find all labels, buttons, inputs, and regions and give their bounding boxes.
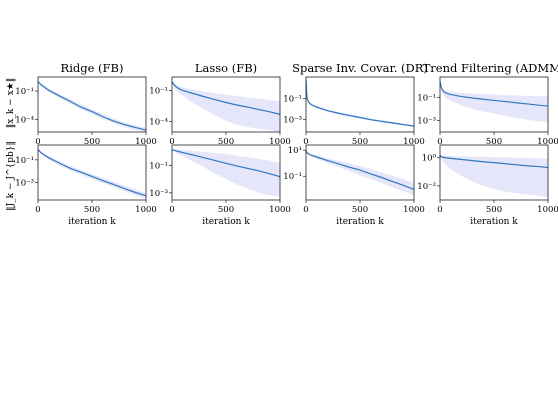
x-tick-label: 500 [352, 137, 368, 147]
series-band-ridge-iterate [38, 80, 146, 132]
panel-lasso-iterate: 0 500 1000 10⁻¹ 10⁻⁴ Lasso (FB) [149, 61, 291, 147]
y-tick-label: 10⁻³ [149, 189, 168, 199]
x-tick-label: 500 [486, 137, 502, 147]
panel-lasso-jacobian: 0 500 1000 10⁻¹ 10⁻³ iteration k [149, 144, 291, 227]
y-tick-label: 10⁻¹ [283, 94, 302, 104]
series-line-covar-iterate [305, 80, 415, 127]
x-tick-label: 0 [437, 205, 442, 215]
panel-ridge-jacobian: 0 500 1000 10⁻¹ 10⁻³ iteration k [15, 144, 157, 227]
series-line-lasso-iterate [171, 81, 281, 115]
row-label-jacobian: ‖J_k − J^{pb}‖ [6, 141, 16, 211]
y-tick-label: 10⁻¹ [283, 172, 302, 182]
panel-grid: 0 500 1000 10⁻¹ 10⁻⁴ Ridge (FB) 0 500 1000 10⁻¹ 10… [15, 61, 558, 227]
series-band-covar-jacobian [306, 149, 414, 196]
x-tick-label: 500 [218, 205, 234, 215]
y-tick-label: 10⁰ [422, 154, 437, 164]
y-tick-label: 10⁻² [417, 182, 436, 192]
y-tick-label: 10⁻¹ [417, 93, 436, 103]
axes-frame-ridge-iterate [37, 76, 147, 133]
x-axis-label: iteration k [202, 217, 250, 227]
series-band-covar-iterate [306, 79, 414, 128]
y-tick-label: 10⁻¹ [15, 156, 34, 166]
series-line-ridge-jacobian [37, 149, 147, 197]
chart-title: Ridge (FB) [61, 61, 124, 75]
x-tick-label: 1000 [135, 205, 157, 215]
panel-trend-iterate: 0 500 1000 10⁻¹ 10⁻³ Trend Filtering (ADMM) [417, 61, 558, 147]
x-tick-label: 0 [303, 137, 308, 147]
x-tick-label: 500 [84, 137, 100, 147]
chart-title: Lasso (FB) [195, 61, 257, 75]
panel-ridge-iterate: 0 500 1000 10⁻¹ 10⁻⁴ Ridge (FB) [15, 61, 157, 147]
x-tick-label: 500 [218, 137, 234, 147]
y-tick-label: 10⁻¹ [149, 86, 168, 96]
row-label-iterate: ‖x_k − x★‖ [6, 78, 16, 128]
x-axis-label: iteration k [68, 217, 116, 227]
x-tick-label: 0 [169, 137, 174, 147]
series-line-ridge-iterate [37, 81, 147, 131]
y-tick-label: 10¹ [288, 146, 302, 156]
y-tick-label: 10⁻¹ [15, 87, 34, 97]
x-tick-label: 1000 [537, 137, 558, 147]
x-tick-label: 500 [84, 205, 100, 215]
panel-covar-iterate: 0 500 1000 10⁻¹ 10⁻³ Sparse Inv. Covar. (DR) [283, 61, 428, 147]
series-line-trend-jacobian [439, 154, 549, 169]
x-tick-label: 0 [35, 137, 40, 147]
x-axis-label: iteration k [336, 217, 384, 227]
x-tick-label: 1000 [537, 205, 558, 215]
x-tick-label: 500 [486, 205, 502, 215]
y-tick-label: 10⁻³ [283, 116, 302, 126]
x-tick-label: 0 [437, 137, 442, 147]
y-tick-label: 10⁻³ [15, 179, 34, 189]
panel-trend-jacobian: 0 500 1000 10⁰ 10⁻² iteration k [417, 144, 558, 227]
x-tick-label: 0 [303, 205, 308, 215]
chart-title: Sparse Inv. Covar. (DR) [292, 61, 428, 75]
x-tick-label: 1000 [135, 137, 157, 147]
x-tick-label: 500 [352, 205, 368, 215]
x-tick-label: 1000 [269, 205, 291, 215]
series-band-lasso-iterate [172, 80, 280, 132]
series-line-lasso-jacobian [171, 149, 281, 178]
series-band-lasso-jacobian [172, 149, 280, 197]
x-tick-label: 1000 [269, 137, 291, 147]
y-tick-label: 10⁻⁴ [149, 118, 168, 128]
x-tick-label: 0 [35, 205, 40, 215]
y-tick-label: 10⁻¹ [149, 161, 168, 171]
series-band-trend-jacobian [440, 154, 548, 198]
y-tick-label: 10⁻³ [417, 116, 436, 126]
x-tick-label: 0 [169, 205, 174, 215]
series-line-trend-iterate [439, 81, 549, 107]
x-tick-label: 1000 [403, 205, 425, 215]
y-tick-label: 10⁻⁴ [15, 116, 34, 126]
series-line-covar-jacobian [305, 149, 415, 190]
x-axis-label: iteration k [470, 217, 518, 227]
x-tick-label: 1000 [403, 137, 425, 147]
chart-title: Trend Filtering (ADMM) [423, 61, 558, 75]
series-band-trend-iterate [440, 80, 548, 123]
panel-covar-jacobian: 0 500 1000 10¹ 10⁻¹ iteration k [283, 144, 425, 227]
